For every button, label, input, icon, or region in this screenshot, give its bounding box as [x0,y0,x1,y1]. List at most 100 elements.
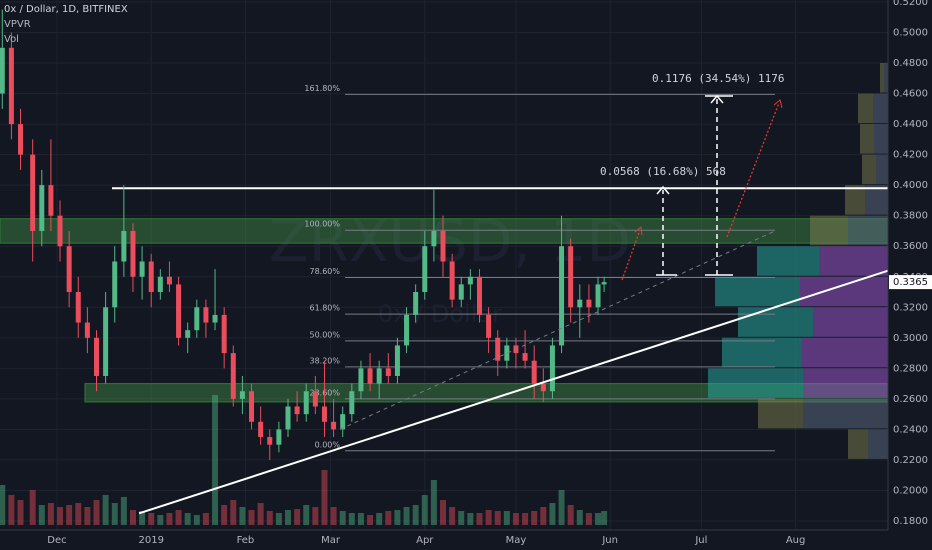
volume-bar [221,505,228,525]
volume-bar [175,510,182,525]
x-tick-label: Jul [694,535,707,546]
volume-bar [284,510,291,525]
fib-label: 78.60% [309,267,340,276]
volume-bar [57,507,64,525]
candle-body [358,368,364,392]
candle-body [449,261,455,300]
volume-bar [294,509,301,525]
indicator-label: VPVR [4,19,31,30]
profile-up [848,429,868,459]
profile-up [738,307,813,337]
volume-bar [29,490,36,525]
candle-body [94,337,100,376]
candle-body [549,345,555,392]
volume-bar [120,497,127,525]
measure-label: 0.1176 (34.54%) 1176 [652,72,784,85]
candle-body [385,368,391,376]
candle-body [121,230,127,262]
profile-up [758,398,803,429]
y-tick-label: 0.1800 [893,516,928,527]
chart-title: 0x / Dollar, 1D, BITFINEX [4,4,128,15]
candle-body [194,307,200,331]
profile-down [865,185,888,215]
y-tick-label: 0.4400 [893,119,928,130]
volume-bar [430,480,437,525]
candle-body [568,246,574,308]
volume-bar [230,500,237,525]
fib-label: 0.00% [315,440,341,449]
measure-label: 0.0568 (16.68%) 568 [600,165,726,178]
candle-body [586,299,592,308]
volume-bar [595,513,602,525]
candle-body [312,391,318,407]
fib-label: 61.80% [309,304,340,313]
y-tick-label: 0.4600 [893,89,928,100]
y-tick-label: 0.2000 [893,485,928,496]
y-tick-label: 0.5200 [893,0,928,8]
x-tick-label: Dec [47,535,66,546]
candle-body [103,307,109,376]
volume-bar [102,495,109,525]
candle-body [413,292,419,315]
profile-up [858,93,873,124]
profile-up [862,154,876,185]
candle-body [458,284,464,300]
candle-body [176,284,182,338]
volume-bar [139,511,146,525]
volume-bar [257,503,264,525]
candle-body [30,154,36,231]
candle-body [212,314,218,323]
volume-bar [47,503,54,525]
volume-bar [93,500,100,525]
volume-bar [348,513,355,525]
candle-body [221,314,227,354]
candle-body [249,391,255,422]
volume-bar [129,510,136,525]
candle-body [331,421,337,430]
x-tick-label: Aug [786,535,806,546]
volume-bar [367,515,374,525]
last-price-label: 0.3365 [893,277,928,288]
candle-body [203,307,209,323]
x-tick-label: 2019 [138,535,163,546]
volume-bar [111,503,118,525]
volume-bar [275,513,282,525]
candle-body [349,391,355,415]
profile-up [845,185,865,215]
y-tick-label: 0.3600 [893,241,928,252]
profile-up [708,368,803,398]
arrow-head [656,185,670,195]
candle-body [422,246,428,293]
profile-down [813,307,888,337]
candle-body [476,276,482,315]
volume-bar [266,511,273,525]
plot: 161.80%100.00%78.60%61.80%50.00%38.20%23… [0,9,889,525]
volume-bar [512,513,519,525]
projection-arrow [621,229,641,281]
candle-body [577,299,583,308]
volume-bar [585,513,592,525]
candle-body [239,391,245,399]
candle-body [230,353,236,399]
candle-body [84,322,90,338]
annotations: 0.0568 (16.68%) 568 0.1176 (34.54%) 1176 [600,72,784,281]
volume-bar [576,510,583,525]
candle-body [258,421,264,438]
candle-body [166,276,172,285]
volume-bar [385,511,392,525]
volume-bar [503,511,510,525]
volume-bar [184,513,191,525]
volume-bar [485,510,492,525]
profile-down [848,215,888,246]
volume-bar [148,513,155,525]
candle-body [404,314,410,346]
axes: 0.1800 0.2000 0.2200 0.2400 0.2600 0.2800 0.30… [47,0,932,546]
candle-body [130,230,136,277]
arrow-head [773,99,783,109]
volume-bar [330,507,337,525]
indicator-label: Vol [4,34,19,45]
candle-body [112,261,118,308]
y-tick-label: 0.3000 [893,333,928,344]
y-tick-label: 0.2800 [893,363,928,374]
candle-body [303,391,309,415]
